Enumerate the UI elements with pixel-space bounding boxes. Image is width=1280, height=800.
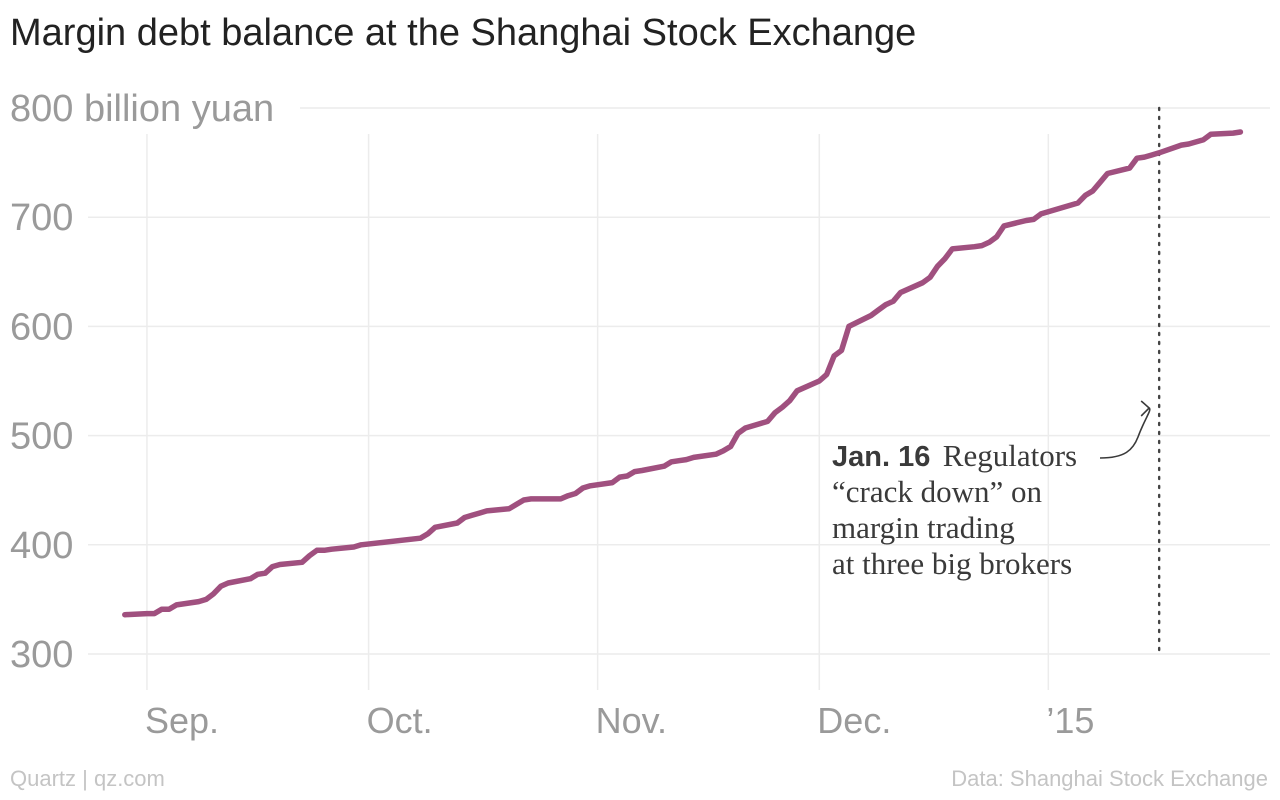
annotation: Jan. 16 Regulators “crack down” on margi…: [832, 438, 1077, 581]
credit-source-left: Quartz | qz.com: [10, 766, 165, 791]
credit-data-source: Data: Shanghai Stock Exchange: [951, 766, 1268, 791]
annotation-line-4: at three big brokers: [832, 546, 1072, 581]
x-tick-label: Sep.: [145, 700, 219, 741]
annotation-date: Jan. 16: [832, 441, 930, 473]
chart-title: Margin debt balance at the Shanghai Stoc…: [10, 12, 917, 54]
x-tick-label: Nov.: [596, 700, 667, 741]
annotation-arrow: [1099, 407, 1151, 459]
series-line: [122, 129, 1244, 618]
svg-text:Jan. 16 Regulators: Jan. 16 Regulators: [832, 438, 1077, 473]
annotation-arrowhead: [1140, 400, 1151, 417]
y-tick-label: 600: [10, 306, 73, 348]
x-tick-label: ’15: [1046, 700, 1094, 741]
y-tick-label: 400: [10, 525, 73, 567]
y-tick-label: 500: [10, 416, 73, 458]
annotation-line-3: margin trading: [832, 510, 1015, 545]
y-axis-ticks: 800 billion yuan 700 600 500 400 300: [10, 88, 274, 676]
y-tick-label: 800 billion yuan: [10, 88, 274, 130]
annotation-line-1: Regulators: [943, 438, 1077, 473]
x-tick-label: Dec.: [817, 700, 891, 741]
y-tick-label: 700: [10, 197, 73, 239]
grid-lines: [88, 107, 1270, 690]
x-axis-ticks: Sep. Oct. Nov. Dec. ’15: [145, 700, 1094, 741]
y-tick-label: 300: [10, 634, 73, 676]
annotation-line-2: “crack down” on: [832, 474, 1043, 509]
x-tick-label: Oct.: [367, 700, 433, 741]
